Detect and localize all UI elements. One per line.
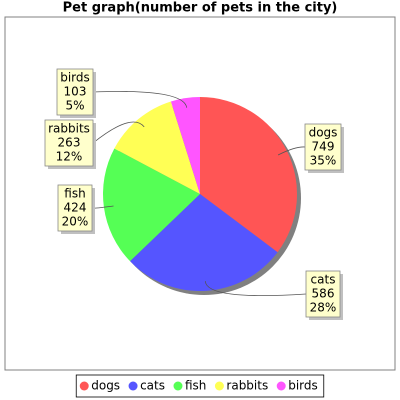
label-name: dogs bbox=[309, 126, 338, 140]
label-connector bbox=[277, 146, 306, 156]
label-name: birds bbox=[60, 71, 90, 85]
pie-slice bbox=[102, 148, 200, 262]
label-box bbox=[304, 123, 342, 171]
label-name: fish bbox=[64, 187, 85, 201]
legend-label: dogs bbox=[91, 379, 120, 393]
legend-label: rabbits bbox=[226, 379, 268, 393]
label-name: rabbits bbox=[48, 122, 90, 136]
legend-marker bbox=[276, 381, 286, 391]
label-connector bbox=[92, 121, 145, 144]
legend-label: birds bbox=[288, 379, 318, 393]
label-value: 424 bbox=[64, 201, 87, 215]
legend bbox=[75, 374, 325, 398]
pie-slice bbox=[200, 97, 297, 253]
label-box bbox=[57, 184, 93, 232]
label-percent: 12% bbox=[56, 150, 83, 164]
label-box bbox=[56, 68, 94, 116]
legend-marker bbox=[128, 381, 138, 391]
label-name: cats bbox=[311, 273, 336, 287]
label-value: 263 bbox=[58, 136, 81, 150]
label-connector bbox=[92, 91, 188, 108]
pie-slice bbox=[130, 194, 278, 291]
legend-marker bbox=[173, 381, 183, 391]
label-value: 749 bbox=[312, 140, 335, 154]
legend-label: fish bbox=[185, 379, 206, 393]
label-box bbox=[44, 119, 94, 167]
label-percent: 5% bbox=[65, 99, 84, 113]
label-connector bbox=[204, 281, 307, 297]
chart-title: Pet graph(number of pets in the city) bbox=[63, 1, 338, 16]
pie-slice bbox=[170, 97, 200, 194]
legend-marker bbox=[79, 381, 89, 391]
label-value: 103 bbox=[64, 85, 87, 99]
label-percent: 35% bbox=[310, 154, 337, 168]
legend-marker bbox=[214, 381, 224, 391]
legend-label: cats bbox=[140, 379, 165, 393]
pie-slice bbox=[114, 101, 200, 194]
label-percent: 20% bbox=[62, 215, 89, 229]
label-percent: 28% bbox=[310, 301, 337, 315]
label-value: 586 bbox=[312, 287, 335, 301]
label-box bbox=[305, 270, 341, 318]
